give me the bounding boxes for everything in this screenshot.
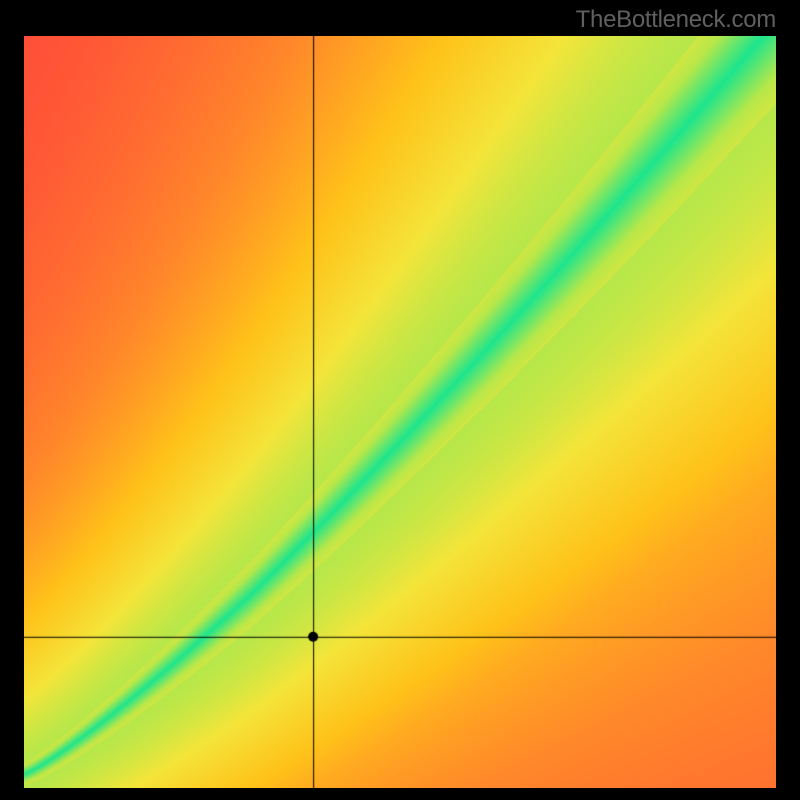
heatmap-plot	[24, 36, 776, 788]
heatmap-canvas	[24, 36, 776, 788]
watermark-text: TheBottleneck.com	[576, 6, 776, 34]
